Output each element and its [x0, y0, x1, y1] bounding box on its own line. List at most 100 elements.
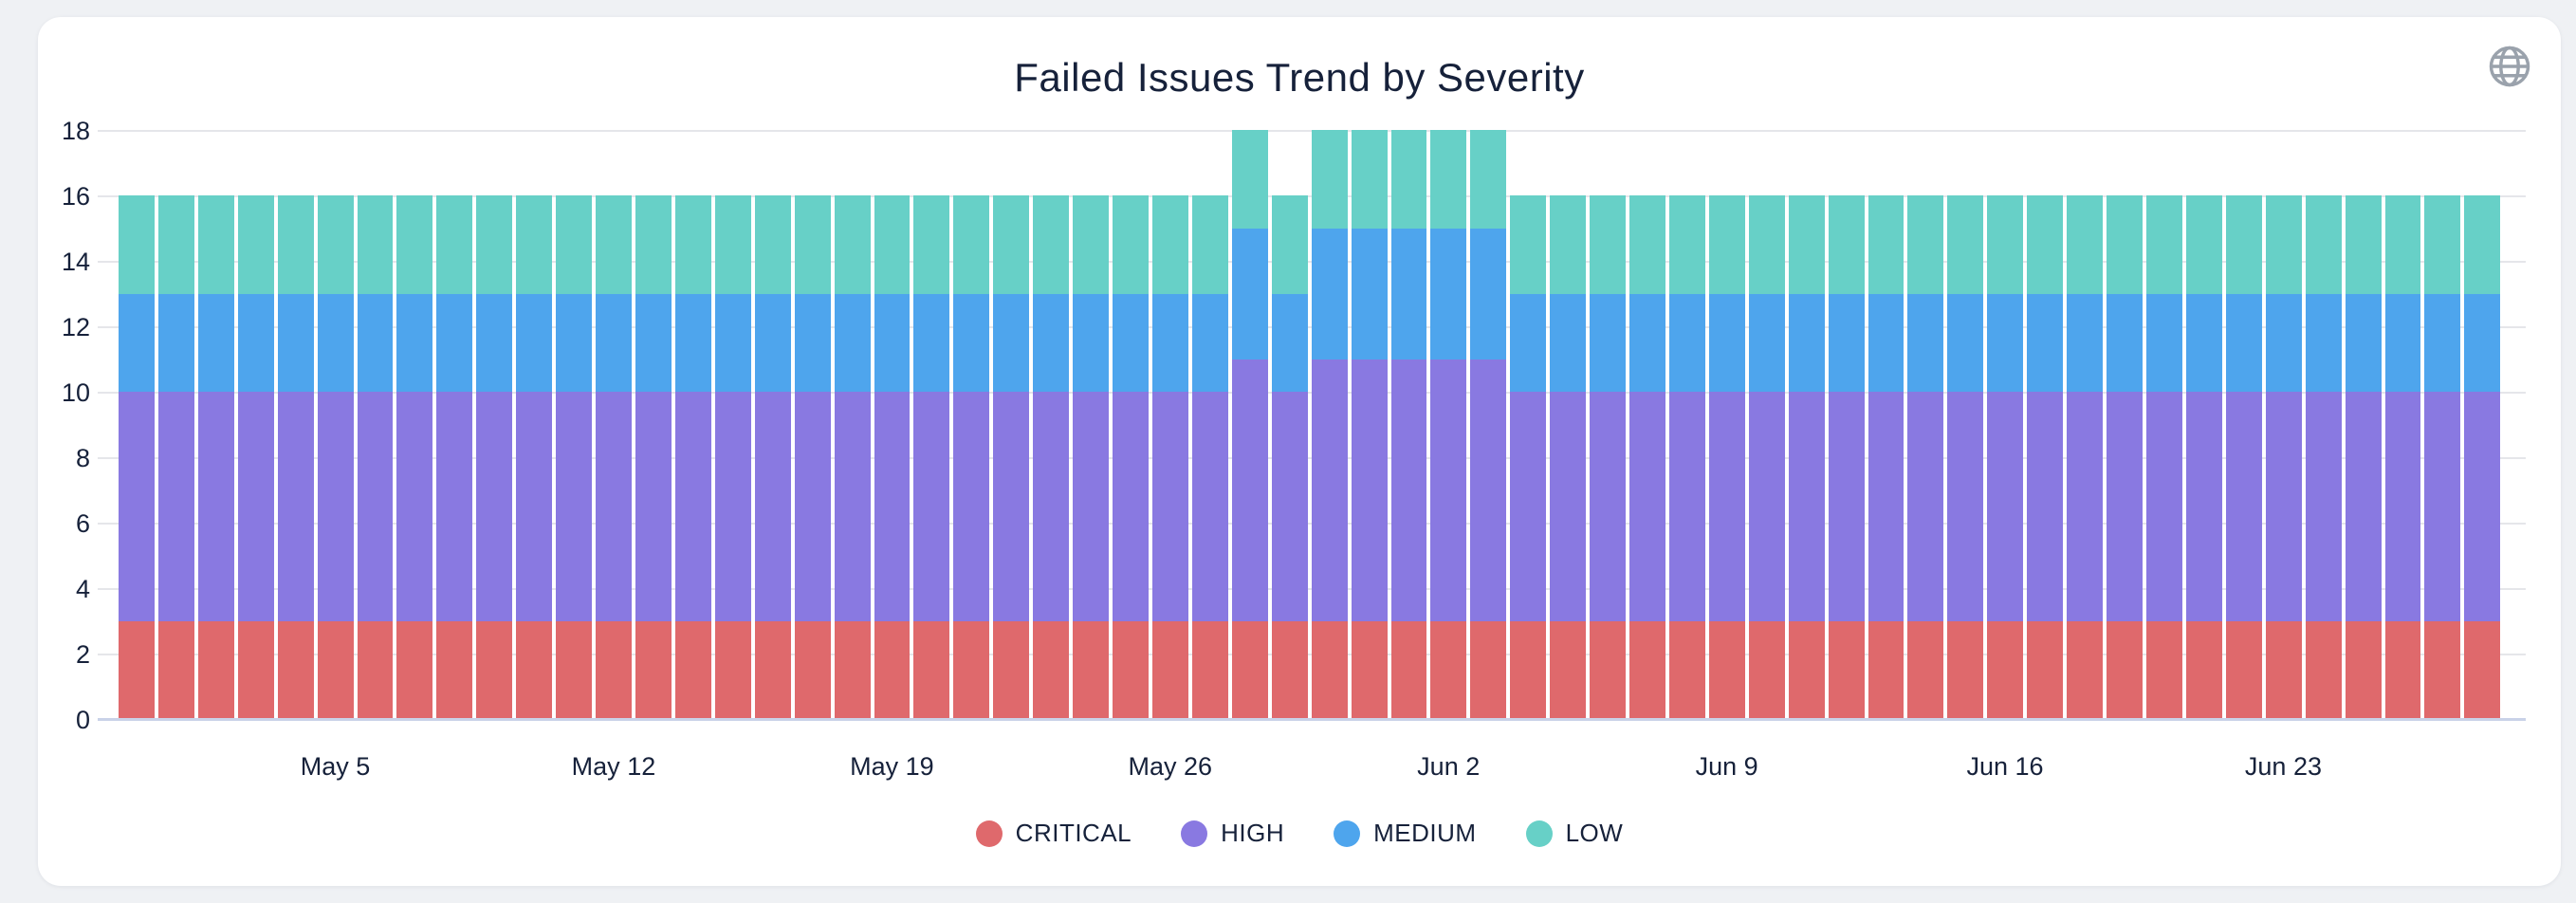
bar-segment-low[interactable]	[1550, 195, 1587, 294]
bar-segment-medium[interactable]	[1231, 228, 1268, 359]
stacked-bar[interactable]	[1151, 195, 1188, 719]
bar-segment-medium[interactable]	[874, 293, 911, 392]
stacked-bar[interactable]	[1590, 195, 1627, 719]
bar-segment-critical[interactable]	[1590, 620, 1627, 719]
bar-segment-high[interactable]	[2265, 392, 2302, 621]
bar-segment-low[interactable]	[714, 195, 751, 294]
bar-segment-medium[interactable]	[1351, 228, 1388, 359]
bar-segment-medium[interactable]	[1708, 293, 1745, 392]
bar-segment-critical[interactable]	[2146, 620, 2182, 719]
bar-segment-medium[interactable]	[1271, 293, 1308, 392]
bar-segment-medium[interactable]	[1828, 293, 1865, 392]
bar-segment-critical[interactable]	[1151, 620, 1188, 719]
bar-segment-high[interactable]	[1828, 392, 1865, 621]
bar-segment-medium[interactable]	[1668, 293, 1705, 392]
stacked-bar[interactable]	[1271, 195, 1308, 719]
bar-segment-medium[interactable]	[2146, 293, 2182, 392]
stacked-bar[interactable]	[2384, 195, 2421, 719]
bar-segment-high[interactable]	[476, 392, 513, 621]
bar-segment-high[interactable]	[556, 392, 593, 621]
bar-segment-high[interactable]	[197, 392, 234, 621]
bar-segment-low[interactable]	[2107, 195, 2144, 294]
stacked-bar[interactable]	[1191, 195, 1228, 719]
stacked-bar[interactable]	[874, 195, 911, 719]
bar-segment-medium[interactable]	[1987, 293, 2024, 392]
bar-segment-medium[interactable]	[2265, 293, 2302, 392]
bar-segment-low[interactable]	[119, 195, 155, 294]
bar-segment-critical[interactable]	[1668, 620, 1705, 719]
bar-segment-critical[interactable]	[1191, 620, 1228, 719]
bar-segment-high[interactable]	[913, 392, 950, 621]
bar-segment-high[interactable]	[1231, 359, 1268, 621]
bar-segment-medium[interactable]	[1033, 293, 1070, 392]
stacked-bar[interactable]	[436, 195, 473, 719]
bar-segment-high[interactable]	[119, 392, 155, 621]
bar-segment-medium[interactable]	[1073, 293, 1110, 392]
bar-segment-low[interactable]	[754, 195, 791, 294]
stacked-bar[interactable]	[674, 195, 711, 719]
stacked-bar[interactable]	[1311, 130, 1348, 719]
bar-segment-critical[interactable]	[874, 620, 911, 719]
bar-segment-critical[interactable]	[596, 620, 632, 719]
bar-segment-medium[interactable]	[1629, 293, 1665, 392]
bar-segment-medium[interactable]	[357, 293, 394, 392]
bar-segment-high[interactable]	[396, 392, 433, 621]
bar-segment-low[interactable]	[1907, 195, 1944, 294]
bar-segment-medium[interactable]	[317, 293, 354, 392]
bar-segment-high[interactable]	[1590, 392, 1627, 621]
bar-segment-medium[interactable]	[2424, 293, 2461, 392]
bar-segment-critical[interactable]	[516, 620, 553, 719]
bar-segment-high[interactable]	[834, 392, 871, 621]
globe-icon[interactable]	[2485, 42, 2534, 91]
bar-segment-low[interactable]	[2185, 195, 2222, 294]
stacked-bar[interactable]	[714, 195, 751, 719]
bar-segment-low[interactable]	[953, 195, 990, 294]
bar-segment-medium[interactable]	[1550, 293, 1587, 392]
bar-segment-high[interactable]	[714, 392, 751, 621]
bar-segment-medium[interactable]	[197, 293, 234, 392]
bar-segment-critical[interactable]	[953, 620, 990, 719]
stacked-bar[interactable]	[913, 195, 950, 719]
bar-segment-low[interactable]	[1191, 195, 1228, 294]
bar-segment-medium[interactable]	[913, 293, 950, 392]
stacked-bar[interactable]	[2345, 195, 2382, 719]
bar-segment-high[interactable]	[1073, 392, 1110, 621]
bar-segment-low[interactable]	[1947, 195, 1984, 294]
bar-segment-high[interactable]	[1748, 392, 1785, 621]
bar-segment-critical[interactable]	[2067, 620, 2104, 719]
bar-segment-high[interactable]	[993, 392, 1030, 621]
bar-segment-critical[interactable]	[476, 620, 513, 719]
bar-segment-critical[interactable]	[1073, 620, 1110, 719]
bar-segment-medium[interactable]	[1191, 293, 1228, 392]
bar-segment-high[interactable]	[277, 392, 314, 621]
stacked-bar[interactable]	[1629, 195, 1665, 719]
bar-segment-high[interactable]	[1151, 392, 1188, 621]
bar-segment-critical[interactable]	[277, 620, 314, 719]
bar-segment-medium[interactable]	[119, 293, 155, 392]
bar-segment-medium[interactable]	[396, 293, 433, 392]
bar-segment-high[interactable]	[635, 392, 672, 621]
stacked-bar[interactable]	[993, 195, 1030, 719]
bar-segment-high[interactable]	[1510, 392, 1547, 621]
bar-segment-low[interactable]	[674, 195, 711, 294]
bar-segment-high[interactable]	[2027, 392, 2064, 621]
stacked-bar[interactable]	[1073, 195, 1110, 719]
bar-segment-medium[interactable]	[1748, 293, 1785, 392]
bar-segment-low[interactable]	[1231, 130, 1268, 229]
legend-item-critical[interactable]: CRITICAL	[975, 819, 1132, 848]
stacked-bar[interactable]	[2107, 195, 2144, 719]
stacked-bar[interactable]	[1868, 195, 1904, 719]
bar-segment-critical[interactable]	[714, 620, 751, 719]
bar-segment-medium[interactable]	[1947, 293, 1984, 392]
bar-segment-critical[interactable]	[993, 620, 1030, 719]
bar-segment-medium[interactable]	[596, 293, 632, 392]
bar-segment-low[interactable]	[1113, 195, 1149, 294]
bar-segment-low[interactable]	[1748, 195, 1785, 294]
stacked-bar[interactable]	[1907, 195, 1944, 719]
bar-segment-critical[interactable]	[1708, 620, 1745, 719]
bar-segment-medium[interactable]	[1113, 293, 1149, 392]
bar-segment-low[interactable]	[1351, 130, 1388, 229]
stacked-bar[interactable]	[277, 195, 314, 719]
bar-segment-critical[interactable]	[1271, 620, 1308, 719]
bar-segment-critical[interactable]	[197, 620, 234, 719]
